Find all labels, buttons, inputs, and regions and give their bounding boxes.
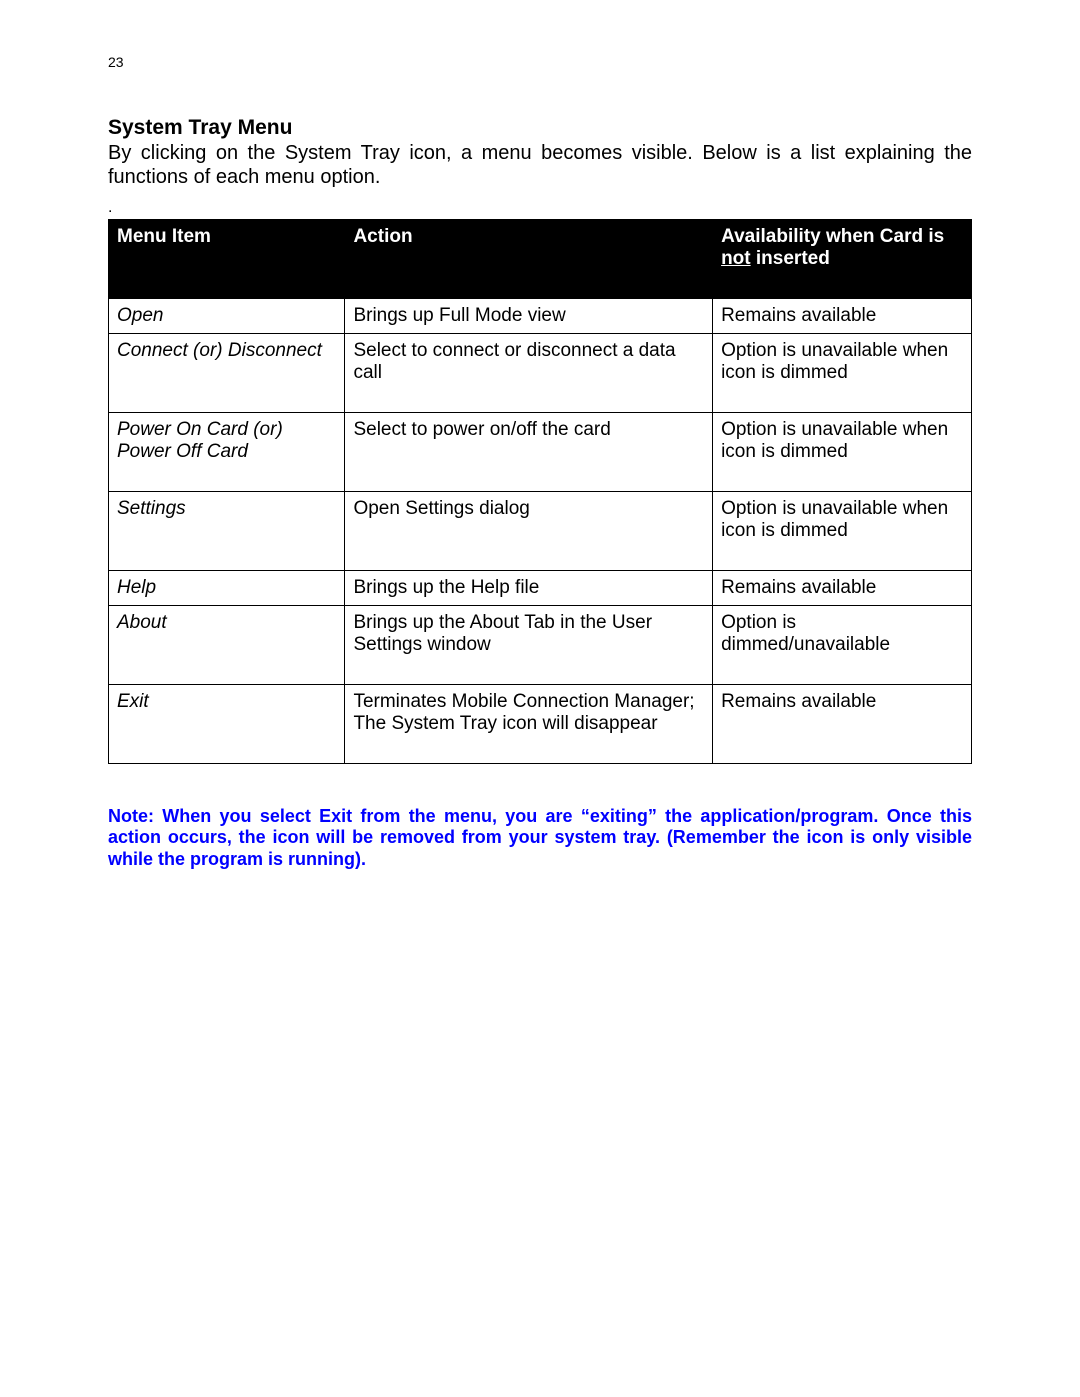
cell-menu-item: Settings [109, 492, 345, 571]
table-row: AboutBrings up the About Tab in the User… [109, 606, 972, 685]
cell-availability: Option is unavailable when icon is dimme… [713, 492, 972, 571]
cell-menu-item: Help [109, 571, 345, 606]
cell-action: Brings up the Help file [345, 571, 713, 606]
cell-action: Select to connect or disconnect a data c… [345, 334, 713, 413]
cell-availability: Remains available [713, 571, 972, 606]
table-row: ExitTerminates Mobile Connection Manager… [109, 685, 972, 764]
table-row: SettingsOpen Settings dialogOption is un… [109, 492, 972, 571]
cell-menu-item: Exit [109, 685, 345, 764]
header-availability: Availability when Card is not inserted [713, 220, 972, 299]
note-paragraph: Note: When you select Exit from the menu… [108, 806, 972, 870]
page-number: 23 [108, 54, 972, 70]
cell-action: Open Settings dialog [345, 492, 713, 571]
cell-action: Brings up the About Tab in the User Sett… [345, 606, 713, 685]
header-availability-suffix: inserted [751, 248, 830, 269]
cell-menu-item: Connect (or) Disconnect [109, 334, 345, 413]
cell-action: Terminates Mobile Connection Manager; Th… [345, 685, 713, 764]
stray-dot: . [108, 199, 972, 217]
table-row: OpenBrings up Full Mode viewRemains avai… [109, 299, 972, 334]
cell-menu-item: Power On Card (or) Power Off Card [109, 413, 345, 492]
cell-menu-item: Open [109, 299, 345, 334]
page: 23 System Tray Menu By clicking on the S… [0, 0, 1080, 870]
section-title: System Tray Menu [108, 116, 972, 140]
cell-availability: Option is unavailable when icon is dimme… [713, 334, 972, 413]
header-action: Action [345, 220, 713, 299]
table-row: Power On Card (or) Power Off CardSelect … [109, 413, 972, 492]
cell-action: Brings up Full Mode view [345, 299, 713, 334]
menu-table: Menu Item Action Availability when Card … [108, 219, 972, 764]
cell-availability: Option is unavailable when icon is dimme… [713, 413, 972, 492]
cell-availability: Remains available [713, 685, 972, 764]
table-row: Connect (or) DisconnectSelect to connect… [109, 334, 972, 413]
intro-paragraph: By clicking on the System Tray icon, a m… [108, 142, 972, 189]
table-row: HelpBrings up the Help fileRemains avail… [109, 571, 972, 606]
header-availability-underlined: not [721, 248, 751, 269]
cell-availability: Option is dimmed/unavailable [713, 606, 972, 685]
cell-menu-item: About [109, 606, 345, 685]
header-menu-item: Menu Item [109, 220, 345, 299]
table-header-row: Menu Item Action Availability when Card … [109, 220, 972, 299]
cell-action: Select to power on/off the card [345, 413, 713, 492]
header-availability-prefix: Availability when Card is [721, 226, 944, 247]
table-body: OpenBrings up Full Mode viewRemains avai… [109, 299, 972, 764]
cell-availability: Remains available [713, 299, 972, 334]
